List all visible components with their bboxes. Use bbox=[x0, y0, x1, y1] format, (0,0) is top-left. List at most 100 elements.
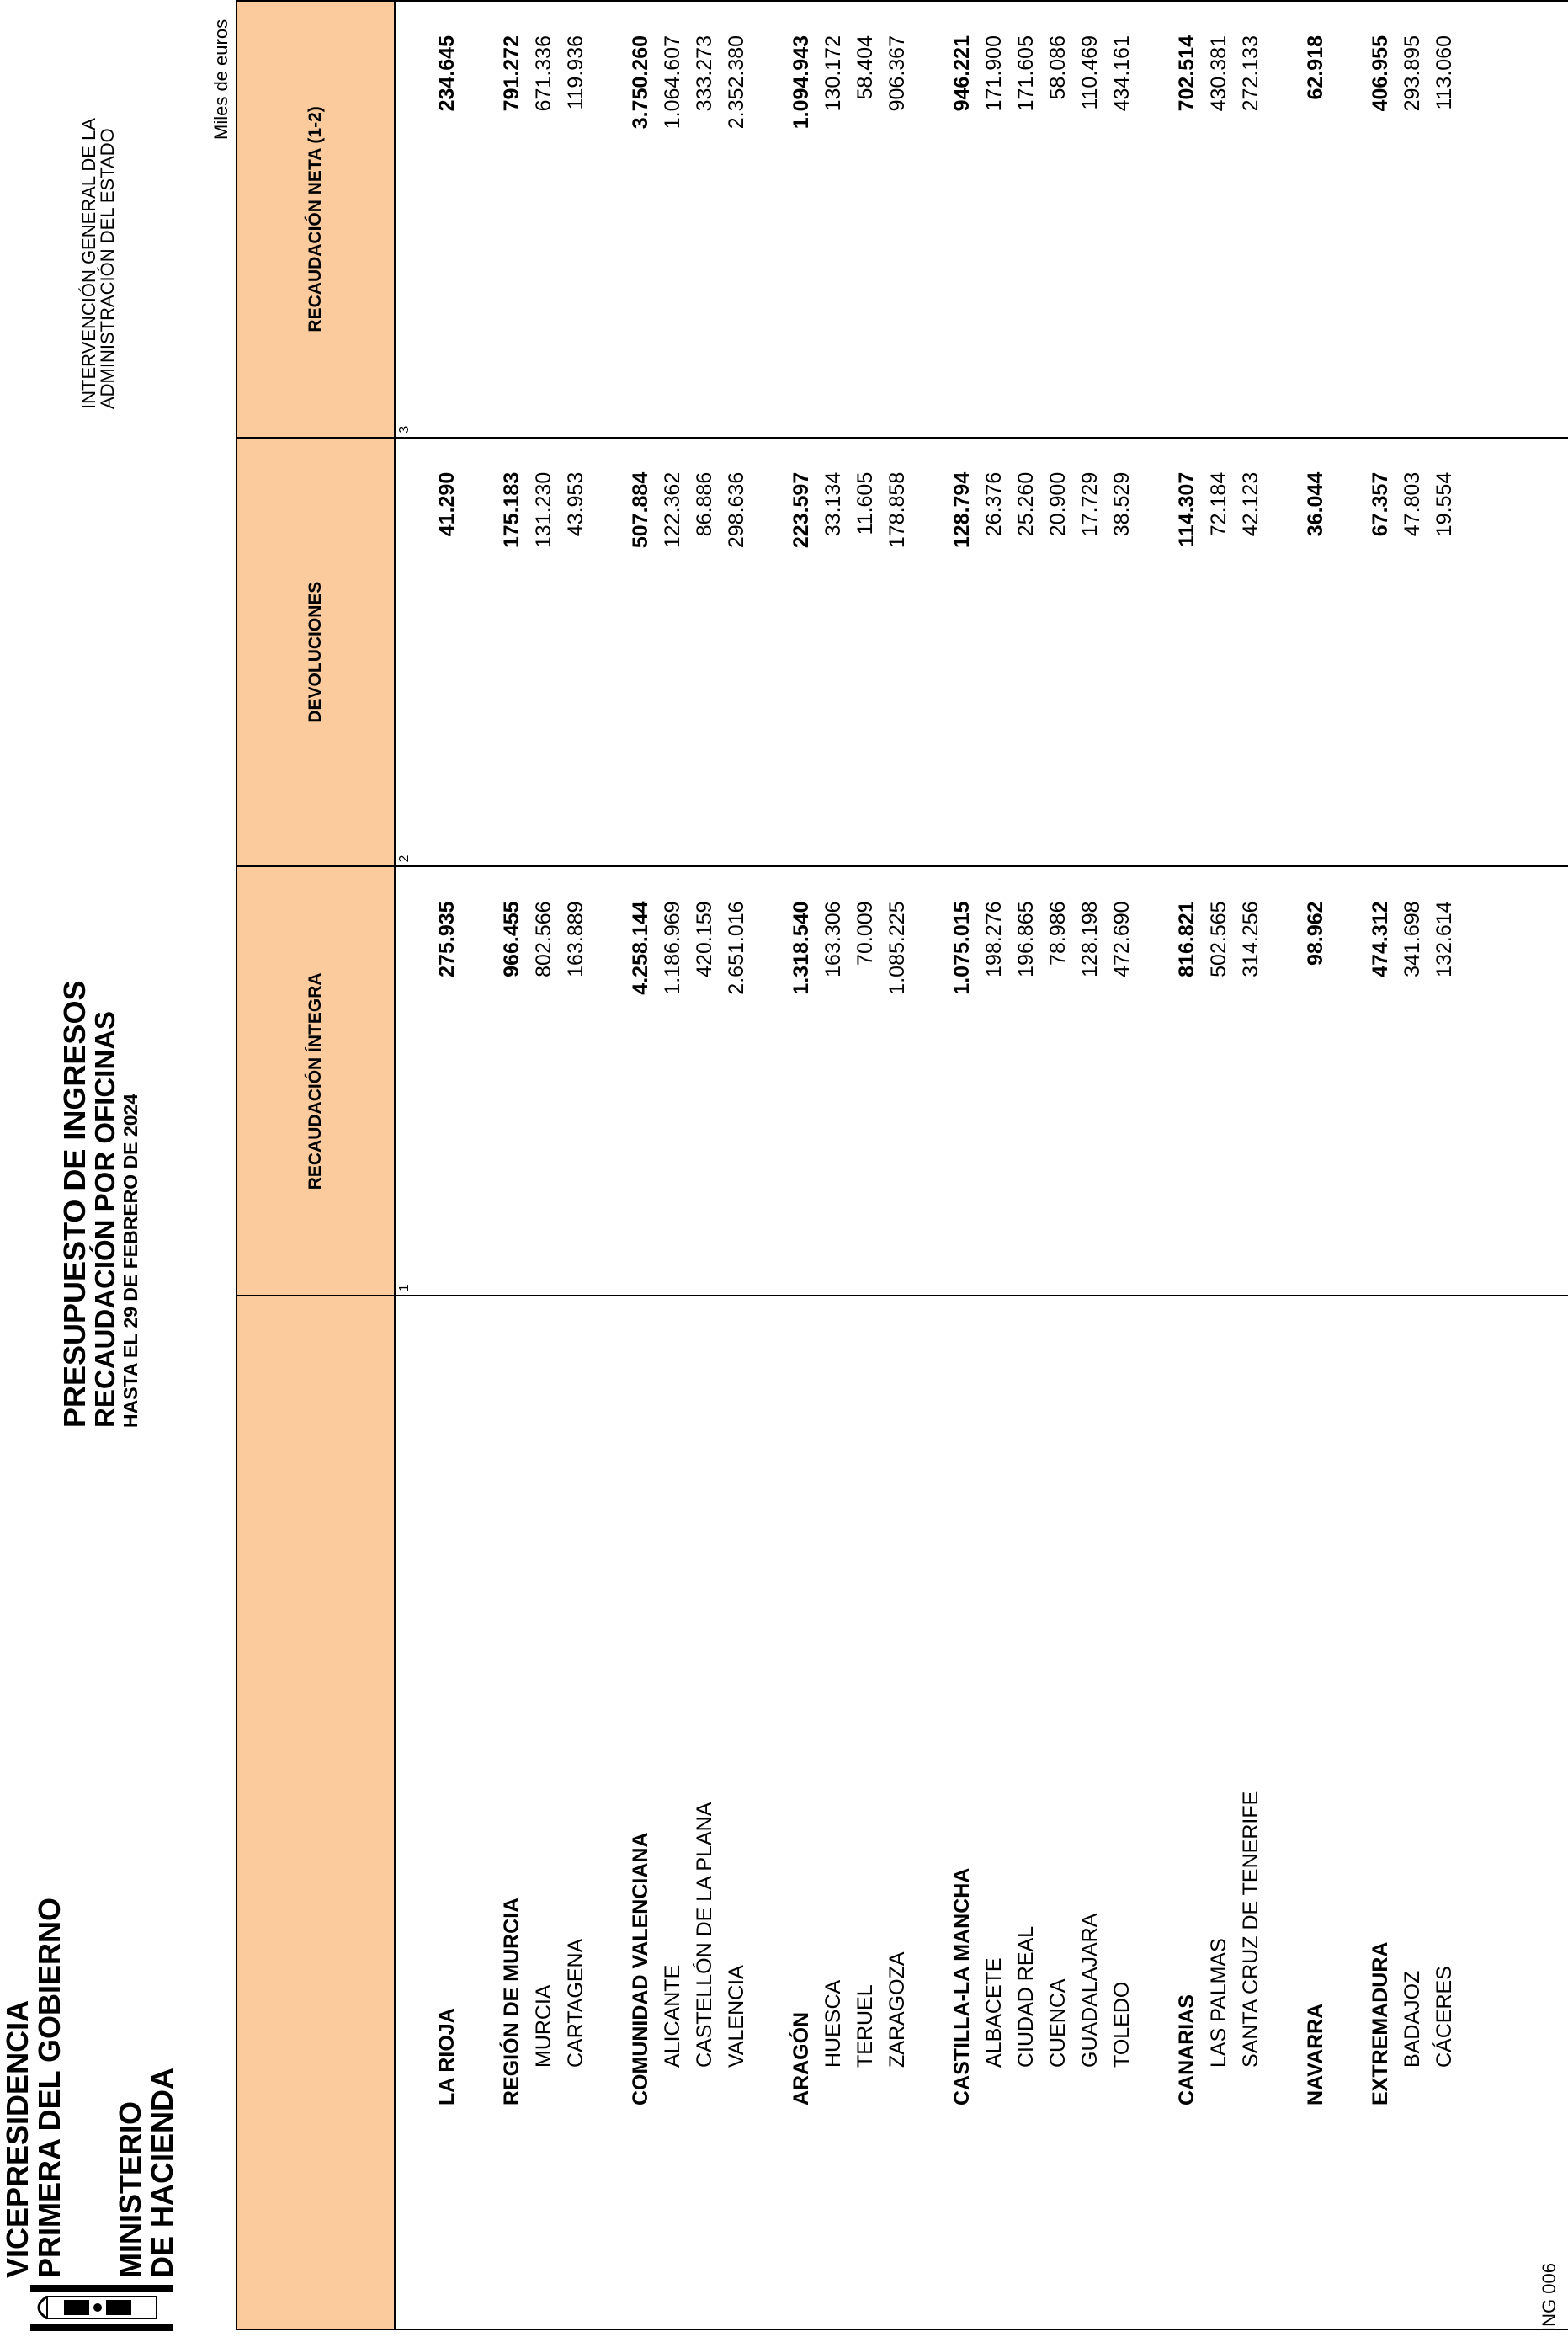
row-gap bbox=[1138, 867, 1171, 1295]
header-ministerio: MINISTERIO bbox=[113, 2100, 147, 2278]
header-devoluciones: DEVOLUCIONES bbox=[237, 437, 395, 867]
office-label: GUADALAJARA bbox=[1078, 1913, 1102, 2068]
devoluciones-value: 178.858 bbox=[885, 471, 909, 549]
integra-value: 472.690 bbox=[1110, 901, 1134, 977]
integra-column: 1 275.935 966.455 802.566 163.889 4.258.144 1… bbox=[395, 866, 1568, 1296]
office-label: ALBACETE bbox=[982, 1957, 1006, 2068]
neta-value: 1.064.607 bbox=[661, 35, 684, 130]
row-gap bbox=[463, 867, 496, 1295]
row-gap bbox=[913, 867, 946, 1295]
row-gap bbox=[592, 1296, 625, 2329]
ministry-header: VICEPRESIDENCIA PRIMERA DEL GOBIERNO MIN… bbox=[0, 1898, 179, 2278]
region-label: LA RIOJA bbox=[435, 2008, 459, 2105]
table-body-row: LA RIOJA REGIÓN DE MURCIA MURCIA CARTAGENA C… bbox=[395, 1, 1568, 2329]
header-blank bbox=[237, 1296, 395, 2329]
office-label: BADAJOZ bbox=[1401, 1970, 1424, 2068]
office-label: CÁCERES bbox=[1432, 1966, 1456, 2068]
integra-value: 163.306 bbox=[821, 901, 845, 977]
header-hacienda: DE HACIENDA bbox=[145, 2067, 179, 2278]
devoluciones-value: 47.803 bbox=[1401, 471, 1424, 537]
office-label: VALENCIA bbox=[725, 1965, 748, 2068]
neta-value: 293.895 bbox=[1401, 35, 1424, 112]
devoluciones-value: 20.900 bbox=[1046, 471, 1070, 537]
neta-value: 1.094.943 bbox=[789, 35, 813, 130]
integra-value: 70.009 bbox=[853, 901, 877, 966]
document-title: PRESUPUESTO DE INGRESOS RECAUDACIÓN POR … bbox=[57, 670, 141, 1428]
row-gap bbox=[1267, 867, 1300, 1295]
devoluciones-value: 67.357 bbox=[1369, 471, 1392, 537]
neta-value: 2.352.380 bbox=[725, 35, 748, 130]
neta-value: 58.404 bbox=[853, 35, 877, 100]
neta-value: 906.367 bbox=[885, 35, 909, 112]
office-label: CASTELLÓN DE LA PLANA bbox=[693, 1802, 716, 2068]
neta-value: 130.172 bbox=[821, 35, 845, 112]
neta-value: 113.060 bbox=[1432, 35, 1456, 110]
header-vicepresidencia: VICEPRESIDENCIA bbox=[0, 1999, 35, 2278]
office-label: MURCIA bbox=[532, 1984, 555, 2068]
office-label: CARTAGENA bbox=[564, 1938, 587, 2068]
row-gap bbox=[1138, 2, 1171, 437]
neta-value: 119.936 bbox=[564, 35, 587, 110]
title-line-3: HASTA EL 29 DE FEBRERO DE 2024 bbox=[120, 1093, 141, 1428]
devoluciones-value: 72.184 bbox=[1207, 471, 1230, 537]
row-gap bbox=[752, 2, 785, 437]
integra-value: 132.614 bbox=[1432, 901, 1456, 977]
region-label: ARAGÓN bbox=[789, 2011, 813, 2105]
integra-value: 4.258.144 bbox=[629, 901, 652, 995]
label-column: LA RIOJA REGIÓN DE MURCIA MURCIA CARTAGENA C… bbox=[395, 1296, 1568, 2329]
integra-value: 196.865 bbox=[1014, 901, 1038, 977]
integra-value: 1.085.225 bbox=[885, 901, 909, 995]
devoluciones-value: 25.260 bbox=[1014, 471, 1038, 537]
row-gap bbox=[1267, 2, 1300, 437]
column-number-3: 3 bbox=[397, 425, 412, 434]
header-recaudacion-integra: RECAUDACIÓN ÍNTEGRA bbox=[237, 866, 395, 1296]
region-label: CANARIAS bbox=[1175, 1994, 1199, 2105]
column-number-2: 2 bbox=[397, 854, 412, 863]
office-label: ZARAGOZA bbox=[885, 1951, 909, 2068]
office-label: SANTA CRUZ DE TENERIFE bbox=[1239, 1791, 1262, 2068]
row-gap bbox=[752, 1296, 785, 2329]
neta-value: 333.273 bbox=[693, 35, 716, 112]
coat-of-arms-icon bbox=[30, 2285, 173, 2331]
neta-value: 234.645 bbox=[435, 35, 459, 112]
devoluciones-value: 38.529 bbox=[1110, 471, 1134, 537]
devoluciones-value: 223.597 bbox=[789, 471, 813, 549]
integra-value: 98.962 bbox=[1304, 901, 1327, 966]
neta-column: 3 234.645 791.272 671.336 119.936 3.750.260 1… bbox=[395, 1, 1568, 438]
neta-value: 171.605 bbox=[1014, 35, 1038, 112]
region-label: NAVARRA bbox=[1304, 2003, 1327, 2105]
document-code: ING 006 bbox=[1539, 2263, 1560, 2332]
devoluciones-value: 36.044 bbox=[1304, 471, 1327, 537]
devoluciones-value: 298.636 bbox=[725, 471, 748, 549]
integra-value: 163.889 bbox=[564, 901, 587, 977]
integra-value: 128.198 bbox=[1078, 901, 1102, 977]
devoluciones-value: 114.307 bbox=[1175, 471, 1199, 547]
integra-value: 1.318.540 bbox=[789, 901, 813, 995]
devoluciones-column: 2 41.290 175.183 131.230 43.953 507.884 122.3… bbox=[395, 437, 1568, 867]
integra-value: 420.159 bbox=[693, 901, 716, 977]
integra-value: 275.935 bbox=[435, 901, 459, 977]
row-gap bbox=[463, 439, 496, 866]
integra-value: 802.566 bbox=[532, 901, 555, 977]
devoluciones-value: 17.729 bbox=[1078, 471, 1102, 537]
region-label: REGIÓN DE MURCIA bbox=[500, 1897, 524, 2105]
neta-value: 3.750.260 bbox=[629, 35, 652, 130]
region-label: EXTREMADURA bbox=[1369, 1941, 1392, 2105]
neta-value: 946.221 bbox=[950, 35, 974, 112]
integra-value: 78.986 bbox=[1046, 901, 1070, 966]
office-label: HUESCA bbox=[821, 1979, 845, 2068]
row-gap bbox=[1138, 1296, 1171, 2329]
row-gap bbox=[592, 867, 625, 1295]
recaudacion-table: RECAUDACIÓN ÍNTEGRA DEVOLUCIONES RECAUDA… bbox=[236, 0, 1568, 2330]
devoluciones-value: 43.953 bbox=[564, 471, 587, 537]
office-label: CUENCA bbox=[1046, 1978, 1070, 2068]
row-gap bbox=[1267, 439, 1300, 866]
row-gap bbox=[463, 2, 496, 437]
integra-value: 502.565 bbox=[1207, 901, 1230, 977]
row-gap bbox=[752, 439, 785, 866]
integra-value: 1.075.015 bbox=[950, 901, 974, 995]
devoluciones-value: 19.554 bbox=[1432, 471, 1456, 537]
devoluciones-value: 122.362 bbox=[661, 471, 684, 549]
office-label: ALICANTE bbox=[661, 1964, 684, 2068]
